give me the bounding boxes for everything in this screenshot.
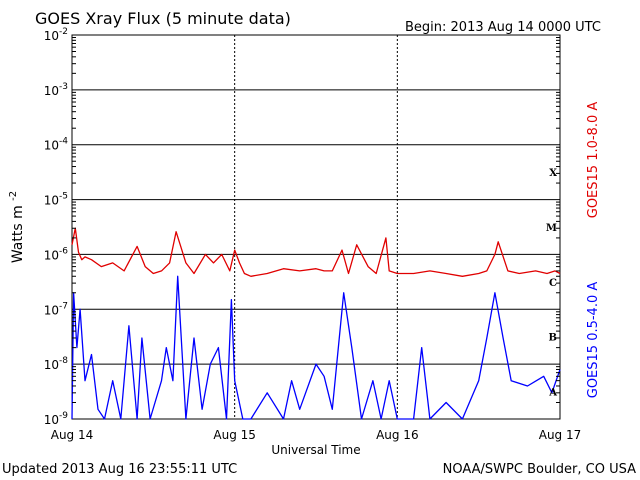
flare-class-label: X xyxy=(549,168,557,179)
series-line-short xyxy=(71,275,561,420)
x-tick-label: Aug 17 xyxy=(539,428,582,442)
y-tick-base: 10 xyxy=(44,303,59,317)
y-tick-exp: -7 xyxy=(59,301,68,311)
updated-timestamp: Updated 2013 Aug 16 23:55:11 UTC xyxy=(2,462,237,477)
begin-time: Begin: 2013 Aug 14 0000 UTC xyxy=(405,20,601,35)
y-tick-label: 10-2 xyxy=(44,27,68,43)
y-axis-label-exp: -2 xyxy=(8,191,19,201)
y-tick-base: 10 xyxy=(44,358,59,372)
y-tick-base: 10 xyxy=(44,413,59,427)
x-tick-label: Aug 14 xyxy=(51,428,94,442)
y-tick-exp: -8 xyxy=(59,356,68,366)
y-tick-label: 10-7 xyxy=(44,301,68,317)
series-line-long xyxy=(71,227,561,277)
x-axis-label: Universal Time xyxy=(271,443,360,457)
legend-long-channel: GOES15 1.0-8.0 A xyxy=(586,102,601,219)
y-axis-label-base: Watts m xyxy=(10,205,26,263)
flare-class-label: B xyxy=(549,333,557,344)
flare-class-label: A xyxy=(548,388,557,399)
y-tick-label: 10-8 xyxy=(44,356,69,372)
y-tick-exp: -2 xyxy=(59,27,68,37)
y-tick-exp: -6 xyxy=(59,246,68,256)
x-tick-label: Aug 16 xyxy=(376,428,419,442)
y-tick-exp: -9 xyxy=(59,411,68,421)
y-tick-label: 10-3 xyxy=(44,82,68,98)
y-tick-exp: -3 xyxy=(59,82,68,92)
y-tick-base: 10 xyxy=(44,194,59,208)
x-tick-label: Aug 15 xyxy=(213,428,256,442)
flare-class-label: C xyxy=(549,278,557,289)
y-tick-label: 10-5 xyxy=(44,192,68,208)
flare-class-label: M xyxy=(546,223,557,234)
y-tick-label: 10-6 xyxy=(44,246,69,262)
y-tick-base: 10 xyxy=(44,84,59,98)
y-tick-exp: -5 xyxy=(59,192,68,202)
legend-short-channel: GOES15 0.5-4.0 A xyxy=(586,282,601,399)
y-axis-label: Watts m -2 xyxy=(8,191,26,263)
plot-frame xyxy=(71,34,561,420)
chart-title: GOES Xray Flux (5 minute data) xyxy=(35,9,291,28)
y-tick-label: 10-9 xyxy=(44,411,69,427)
y-tick-base: 10 xyxy=(44,139,59,153)
y-tick-exp: -4 xyxy=(59,137,68,147)
y-tick-label: 10-4 xyxy=(44,137,69,153)
y-tick-base: 10 xyxy=(44,248,59,262)
data-source: NOAA/SWPC Boulder, CO USA xyxy=(443,462,636,477)
y-tick-base: 10 xyxy=(44,29,59,43)
